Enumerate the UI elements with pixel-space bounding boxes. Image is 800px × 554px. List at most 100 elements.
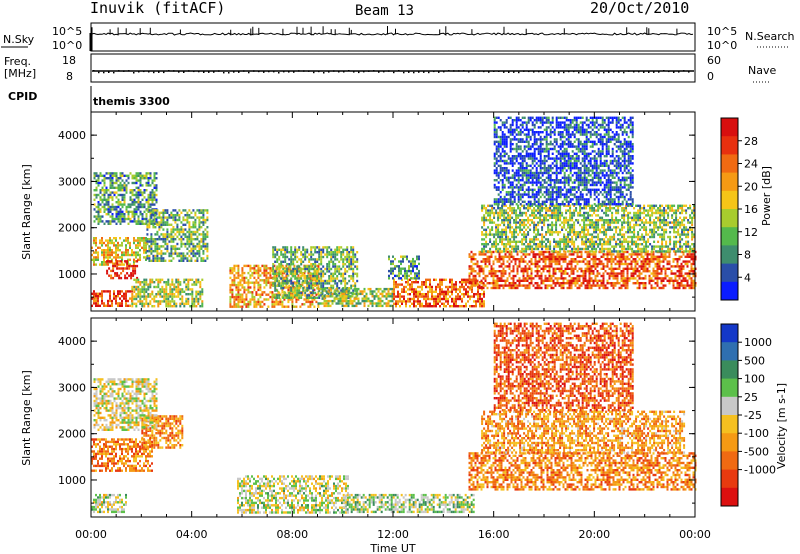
data-cell <box>259 300 262 304</box>
data-cell <box>109 304 111 307</box>
data-cell <box>470 272 473 275</box>
data-cell <box>365 297 368 300</box>
nsky-tick-bottom: 10^0 <box>52 39 82 52</box>
data-cell <box>276 296 279 299</box>
data-cell <box>345 297 348 300</box>
data-cell <box>135 293 138 296</box>
data-cell <box>355 292 358 296</box>
data-cell <box>109 210 112 213</box>
data-cell <box>278 263 281 266</box>
data-cell <box>125 253 127 257</box>
data-cell <box>298 270 301 273</box>
data-cell <box>137 217 140 221</box>
data-cell <box>565 245 568 248</box>
data-cell <box>233 303 236 306</box>
data-cell <box>624 279 627 282</box>
data-cell <box>474 258 477 261</box>
data-cell <box>159 290 162 293</box>
data-cell <box>441 293 443 296</box>
data-cell <box>125 251 127 254</box>
data-cell <box>549 209 552 212</box>
data-cell <box>309 303 312 306</box>
data-cell <box>581 228 584 231</box>
data-cell <box>105 186 108 189</box>
data-cell <box>330 260 333 263</box>
data-cell <box>170 233 173 236</box>
data-cell <box>93 203 96 206</box>
data-cell <box>170 216 173 219</box>
data-cell <box>592 250 595 254</box>
data-cell <box>99 191 102 194</box>
data-cell <box>373 290 376 293</box>
data-cell <box>567 240 570 243</box>
data-cell <box>113 191 116 194</box>
data-cell <box>251 291 254 294</box>
data-cell <box>576 282 579 285</box>
data-cell <box>485 240 488 243</box>
data-cell <box>187 288 190 291</box>
data-cell <box>346 248 349 251</box>
data-cell <box>441 281 443 284</box>
data-cell <box>559 223 562 227</box>
data-cell <box>409 288 411 291</box>
data-cell <box>304 267 307 271</box>
data-cell <box>531 245 534 248</box>
data-cell <box>134 272 137 275</box>
data-cell <box>526 286 529 290</box>
data-cell <box>172 245 175 248</box>
data-cell <box>304 251 307 254</box>
data-cell <box>415 278 417 281</box>
data-cell <box>343 295 346 298</box>
data-cell <box>403 295 405 298</box>
data-cell <box>312 287 315 290</box>
data-cell <box>580 284 583 287</box>
data-cell <box>492 270 495 273</box>
data-cell <box>194 247 197 250</box>
data-cell <box>141 288 144 291</box>
data-cell <box>292 296 295 299</box>
data-cell <box>483 223 486 227</box>
data-cell <box>652 250 655 254</box>
data-cell <box>642 286 645 290</box>
data-cell <box>526 272 529 275</box>
data-cell <box>277 300 280 304</box>
data-cell <box>147 283 150 286</box>
data-cell <box>143 281 146 284</box>
data-cell <box>666 267 669 270</box>
data-cell <box>550 277 553 280</box>
data-cell <box>568 274 571 278</box>
data-cell <box>107 196 110 199</box>
data-cell <box>482 253 485 256</box>
data-cell <box>351 304 354 308</box>
data-cell <box>508 272 511 275</box>
data-cell <box>564 277 567 280</box>
data-cell <box>192 233 195 236</box>
data-cell <box>155 186 158 189</box>
data-cell <box>497 216 500 219</box>
data-cell <box>111 196 114 199</box>
data-cell <box>638 286 641 290</box>
data-cell <box>101 297 103 300</box>
data-cell <box>658 258 661 261</box>
data-cell <box>281 300 284 304</box>
data-cell <box>190 230 193 234</box>
data-cell <box>559 219 562 222</box>
data-cell <box>505 243 508 246</box>
data-cell <box>342 260 345 263</box>
data-cell <box>485 207 488 210</box>
data-cell <box>111 191 114 194</box>
data-cell <box>562 270 565 273</box>
data-cell <box>519 228 522 231</box>
data-cell <box>166 238 169 241</box>
data-cell <box>156 252 159 255</box>
data-cell <box>508 258 511 261</box>
data-cell <box>117 203 120 206</box>
data-cell <box>150 247 153 250</box>
data-cell <box>151 305 154 308</box>
data-cell <box>180 240 183 243</box>
data-cell <box>477 300 479 303</box>
data-cell <box>168 233 171 236</box>
data-cell <box>195 300 198 303</box>
data-cell <box>545 243 548 246</box>
data-cell <box>333 292 336 296</box>
